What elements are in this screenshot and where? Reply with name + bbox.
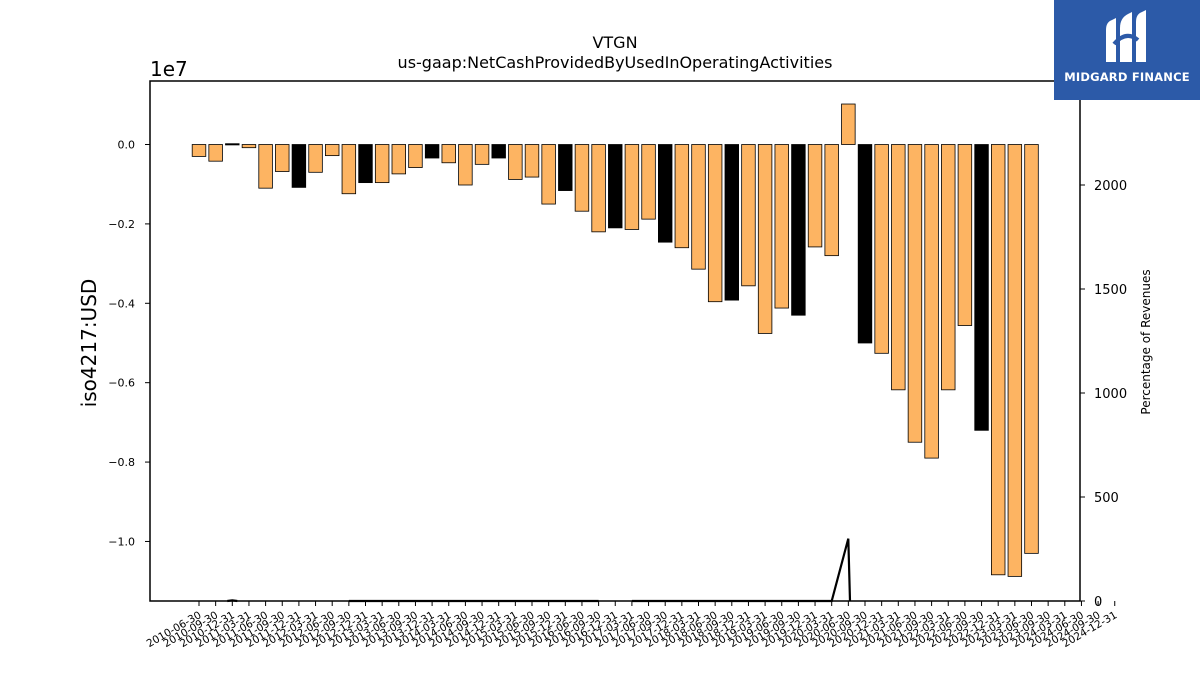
bar-quarter xyxy=(241,144,257,149)
bar-quarter xyxy=(1024,144,1039,554)
bar-quarter xyxy=(258,144,273,189)
percentage-line-segment xyxy=(631,538,852,603)
bar-quarter xyxy=(624,144,640,230)
bar-quarter xyxy=(191,144,207,157)
y-tick-label: −0.4 xyxy=(108,297,135,310)
bar-quarter xyxy=(991,144,1006,576)
bar-annual xyxy=(291,144,307,188)
bar-quarter xyxy=(674,144,690,249)
bar-quarter xyxy=(957,144,973,326)
bar-quarter xyxy=(891,144,906,391)
bar-quarter xyxy=(874,144,889,354)
bar-annual xyxy=(658,144,673,243)
bar-quarter xyxy=(508,144,523,180)
chart-subtitle: us-gaap:NetCashProvidedByUsedInOperating… xyxy=(398,53,833,72)
bar-quarter xyxy=(1007,144,1023,577)
bar-annual xyxy=(358,144,373,184)
y2-tick-label: 2000 xyxy=(1094,179,1127,194)
bar-quarter xyxy=(591,144,606,233)
bar-quarter xyxy=(541,144,556,205)
y2-tick-label: 1500 xyxy=(1094,283,1127,298)
y-tick-label: −0.2 xyxy=(108,218,135,231)
bar-quarter xyxy=(824,144,839,257)
y-tick-label: −0.8 xyxy=(108,456,135,469)
bar-quarter xyxy=(408,144,423,168)
bar-quarter xyxy=(458,144,473,186)
bar-quarter xyxy=(924,144,939,459)
y2-axis-label: Percentage of Revenues xyxy=(1139,269,1153,414)
logo-text: MIDGARD FINANCE xyxy=(1064,70,1190,84)
bar-quarter xyxy=(774,144,789,309)
bar-annual xyxy=(558,144,573,191)
logo-mark-icon xyxy=(1106,10,1146,62)
bar-quarter xyxy=(474,144,490,165)
bar-quarter xyxy=(524,144,540,178)
y-axis-offset-label: 1e7 xyxy=(150,57,188,81)
bar-quarter xyxy=(707,144,723,303)
y2-tick-label: 1000 xyxy=(1094,387,1127,402)
bar-quarter xyxy=(574,144,590,212)
bar-quarter xyxy=(208,144,223,162)
bar-annual xyxy=(974,144,989,431)
y-tick-label: −0.6 xyxy=(108,377,135,390)
y2-tick-label: 500 xyxy=(1094,491,1119,506)
bars xyxy=(191,103,1039,577)
bar-annual xyxy=(724,144,740,301)
midgard-finance-logo: MIDGARD FINANCE xyxy=(1054,0,1200,100)
bar-quarter xyxy=(907,144,923,443)
y-tick-label: −1.0 xyxy=(108,535,135,548)
bar-annual xyxy=(424,144,440,159)
bar-quarter xyxy=(441,144,456,164)
bar-quarter xyxy=(341,144,357,195)
bar-quarter xyxy=(308,144,323,173)
bar-annual xyxy=(791,144,806,316)
x-axis-ticks: 2010-06-302010-09-302010-12-312011-03-31… xyxy=(145,601,1119,650)
bar-quarter xyxy=(807,144,823,248)
bar-quarter xyxy=(641,144,656,220)
bar-quarter xyxy=(757,144,773,334)
plot-frame xyxy=(149,80,1081,602)
bar-annual xyxy=(857,144,873,344)
bar-quarter xyxy=(691,144,706,270)
y-axis-label: iso4217:USD xyxy=(77,279,101,408)
bar-quarter xyxy=(941,144,956,391)
bar-quarter xyxy=(374,144,390,184)
bar-quarter xyxy=(741,144,756,287)
percentage-line xyxy=(227,538,852,603)
bar-annual xyxy=(225,143,240,146)
bar-quarter xyxy=(324,144,340,157)
bar-quarter xyxy=(391,144,407,175)
bar-quarter xyxy=(275,144,290,172)
bar-annual xyxy=(491,144,506,159)
bar-quarter xyxy=(841,103,856,145)
chart-title: VTGN xyxy=(592,33,637,52)
bar-annual xyxy=(608,144,623,229)
y-tick-label: 0.0 xyxy=(118,139,136,152)
y-axis-ticks: 0.0 −0.2 −0.4 −0.6 −0.8 −1.0 xyxy=(108,139,150,548)
